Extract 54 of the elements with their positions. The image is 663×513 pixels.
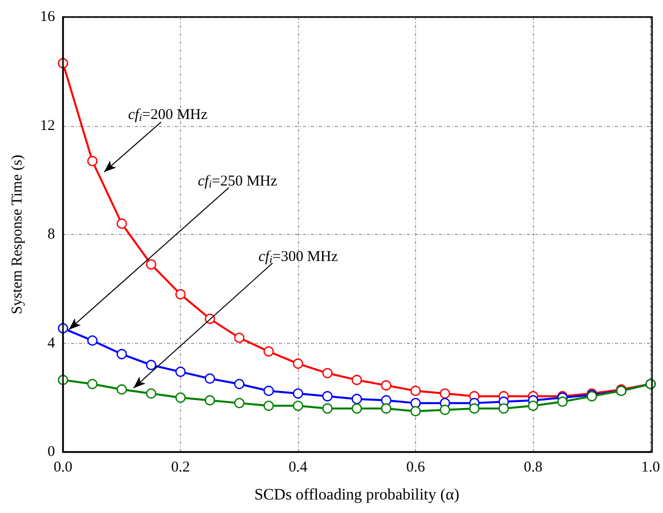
- point: [175, 392, 186, 403]
- point: [440, 404, 450, 416]
- point: [322, 368, 333, 378]
- point: [557, 396, 568, 407]
- point: [410, 406, 421, 416]
- point: [292, 358, 304, 369]
- point: [440, 388, 450, 399]
- x-tick-label: 0.2: [171, 460, 190, 476]
- point: [204, 395, 216, 406]
- x-tick-label: 0.8: [524, 460, 542, 476]
- y-tick-label: 0: [48, 444, 55, 460]
- point: [146, 360, 156, 370]
- point: [381, 395, 392, 406]
- point: [175, 366, 186, 377]
- y-tick-label: 4: [48, 335, 56, 352]
- point: [292, 388, 304, 399]
- x-tick-label: 0.4: [288, 460, 308, 476]
- point: [292, 400, 304, 411]
- point: [498, 403, 509, 414]
- point: [410, 398, 421, 408]
- point: [234, 398, 244, 408]
- point: [116, 218, 127, 229]
- point: [234, 332, 244, 343]
- point: [410, 386, 421, 396]
- point: [352, 403, 362, 414]
- y-tick-label: 16: [40, 9, 56, 25]
- y-tick-label: 12: [40, 118, 55, 134]
- point: [87, 335, 98, 346]
- point: [469, 403, 480, 414]
- x-axis-title: SCDs offloading probability (α): [254, 486, 460, 504]
- y-tick-label: 8: [48, 226, 55, 242]
- point: [264, 400, 274, 411]
- point: [116, 384, 127, 395]
- point: [175, 289, 186, 300]
- point: [264, 346, 274, 357]
- point: [116, 348, 127, 360]
- point: [381, 403, 392, 414]
- point: [264, 386, 274, 396]
- point: [352, 394, 362, 404]
- point: [528, 400, 538, 411]
- point: [146, 388, 156, 399]
- point: [234, 378, 244, 390]
- point: [146, 259, 156, 270]
- point: [322, 403, 333, 414]
- point: [352, 374, 362, 386]
- point: [204, 373, 216, 384]
- y-axis-title: System Response Time (s): [10, 154, 26, 314]
- x-tick-label: 1.0: [641, 460, 660, 476]
- x-tick-label: 0.6: [406, 460, 426, 476]
- point: [87, 378, 98, 390]
- point: [322, 391, 333, 402]
- point: [381, 380, 392, 391]
- point: [87, 156, 98, 166]
- x-tick-label: 0.0: [54, 460, 72, 476]
